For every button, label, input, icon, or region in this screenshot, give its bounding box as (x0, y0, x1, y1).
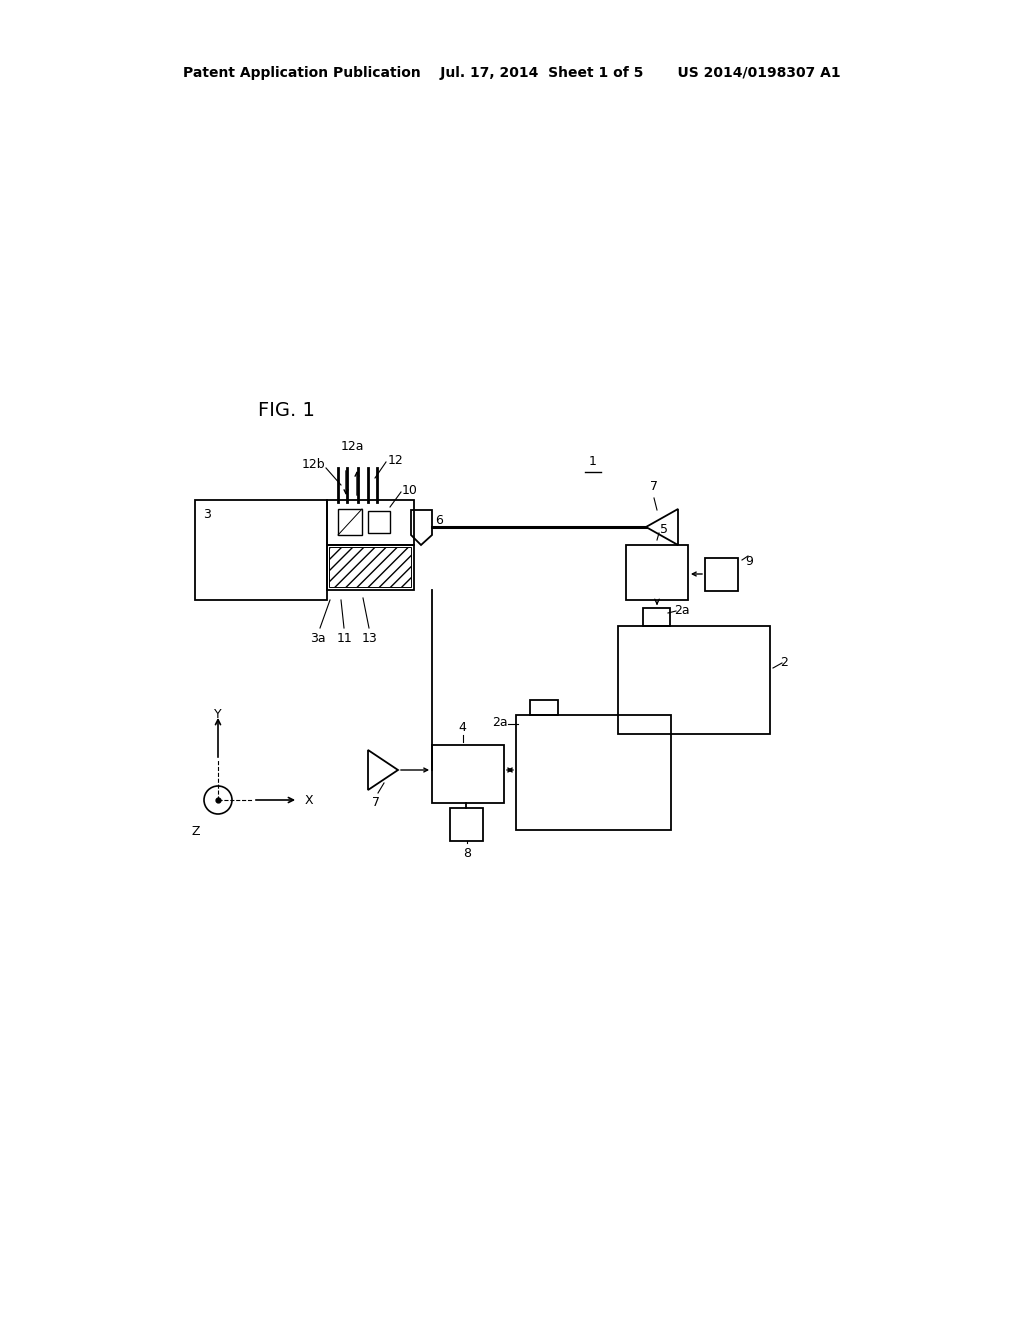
Text: 1: 1 (589, 455, 597, 469)
Text: 7: 7 (372, 796, 380, 809)
Text: Z: Z (191, 825, 200, 838)
Text: 8: 8 (463, 847, 471, 861)
Bar (450, 808, 483, 841)
Text: 12b: 12b (301, 458, 325, 471)
Text: 3a: 3a (310, 632, 326, 645)
Bar (338, 510, 362, 535)
Bar (327, 545, 414, 590)
Text: Patent Application Publication    Jul. 17, 2014  Sheet 1 of 5       US 2014/0198: Patent Application Publication Jul. 17, … (183, 66, 841, 81)
Bar (643, 609, 670, 626)
Text: 12: 12 (388, 454, 403, 466)
Bar (516, 715, 671, 830)
Bar (705, 558, 738, 591)
Text: 4: 4 (458, 721, 466, 734)
Bar (432, 744, 504, 803)
Text: 5: 5 (660, 523, 668, 536)
Text: 3: 3 (203, 508, 211, 521)
Text: X: X (305, 793, 313, 807)
Text: 2a: 2a (674, 605, 689, 618)
Bar (195, 500, 327, 601)
Text: 11: 11 (337, 632, 353, 645)
Text: 2: 2 (780, 656, 787, 669)
Bar (618, 626, 770, 734)
Text: 10: 10 (402, 483, 418, 496)
Text: FIG. 1: FIG. 1 (258, 400, 314, 420)
Bar (329, 546, 411, 587)
Text: 9: 9 (745, 554, 753, 568)
Text: 6: 6 (435, 513, 442, 527)
Bar (530, 700, 558, 715)
Text: Y: Y (214, 708, 222, 721)
Bar (327, 500, 414, 545)
Bar (626, 545, 688, 601)
Bar (368, 511, 390, 533)
Text: 2a: 2a (493, 717, 508, 730)
Text: 13: 13 (362, 632, 378, 645)
Text: 7: 7 (650, 480, 658, 492)
Text: 12a: 12a (340, 440, 364, 453)
